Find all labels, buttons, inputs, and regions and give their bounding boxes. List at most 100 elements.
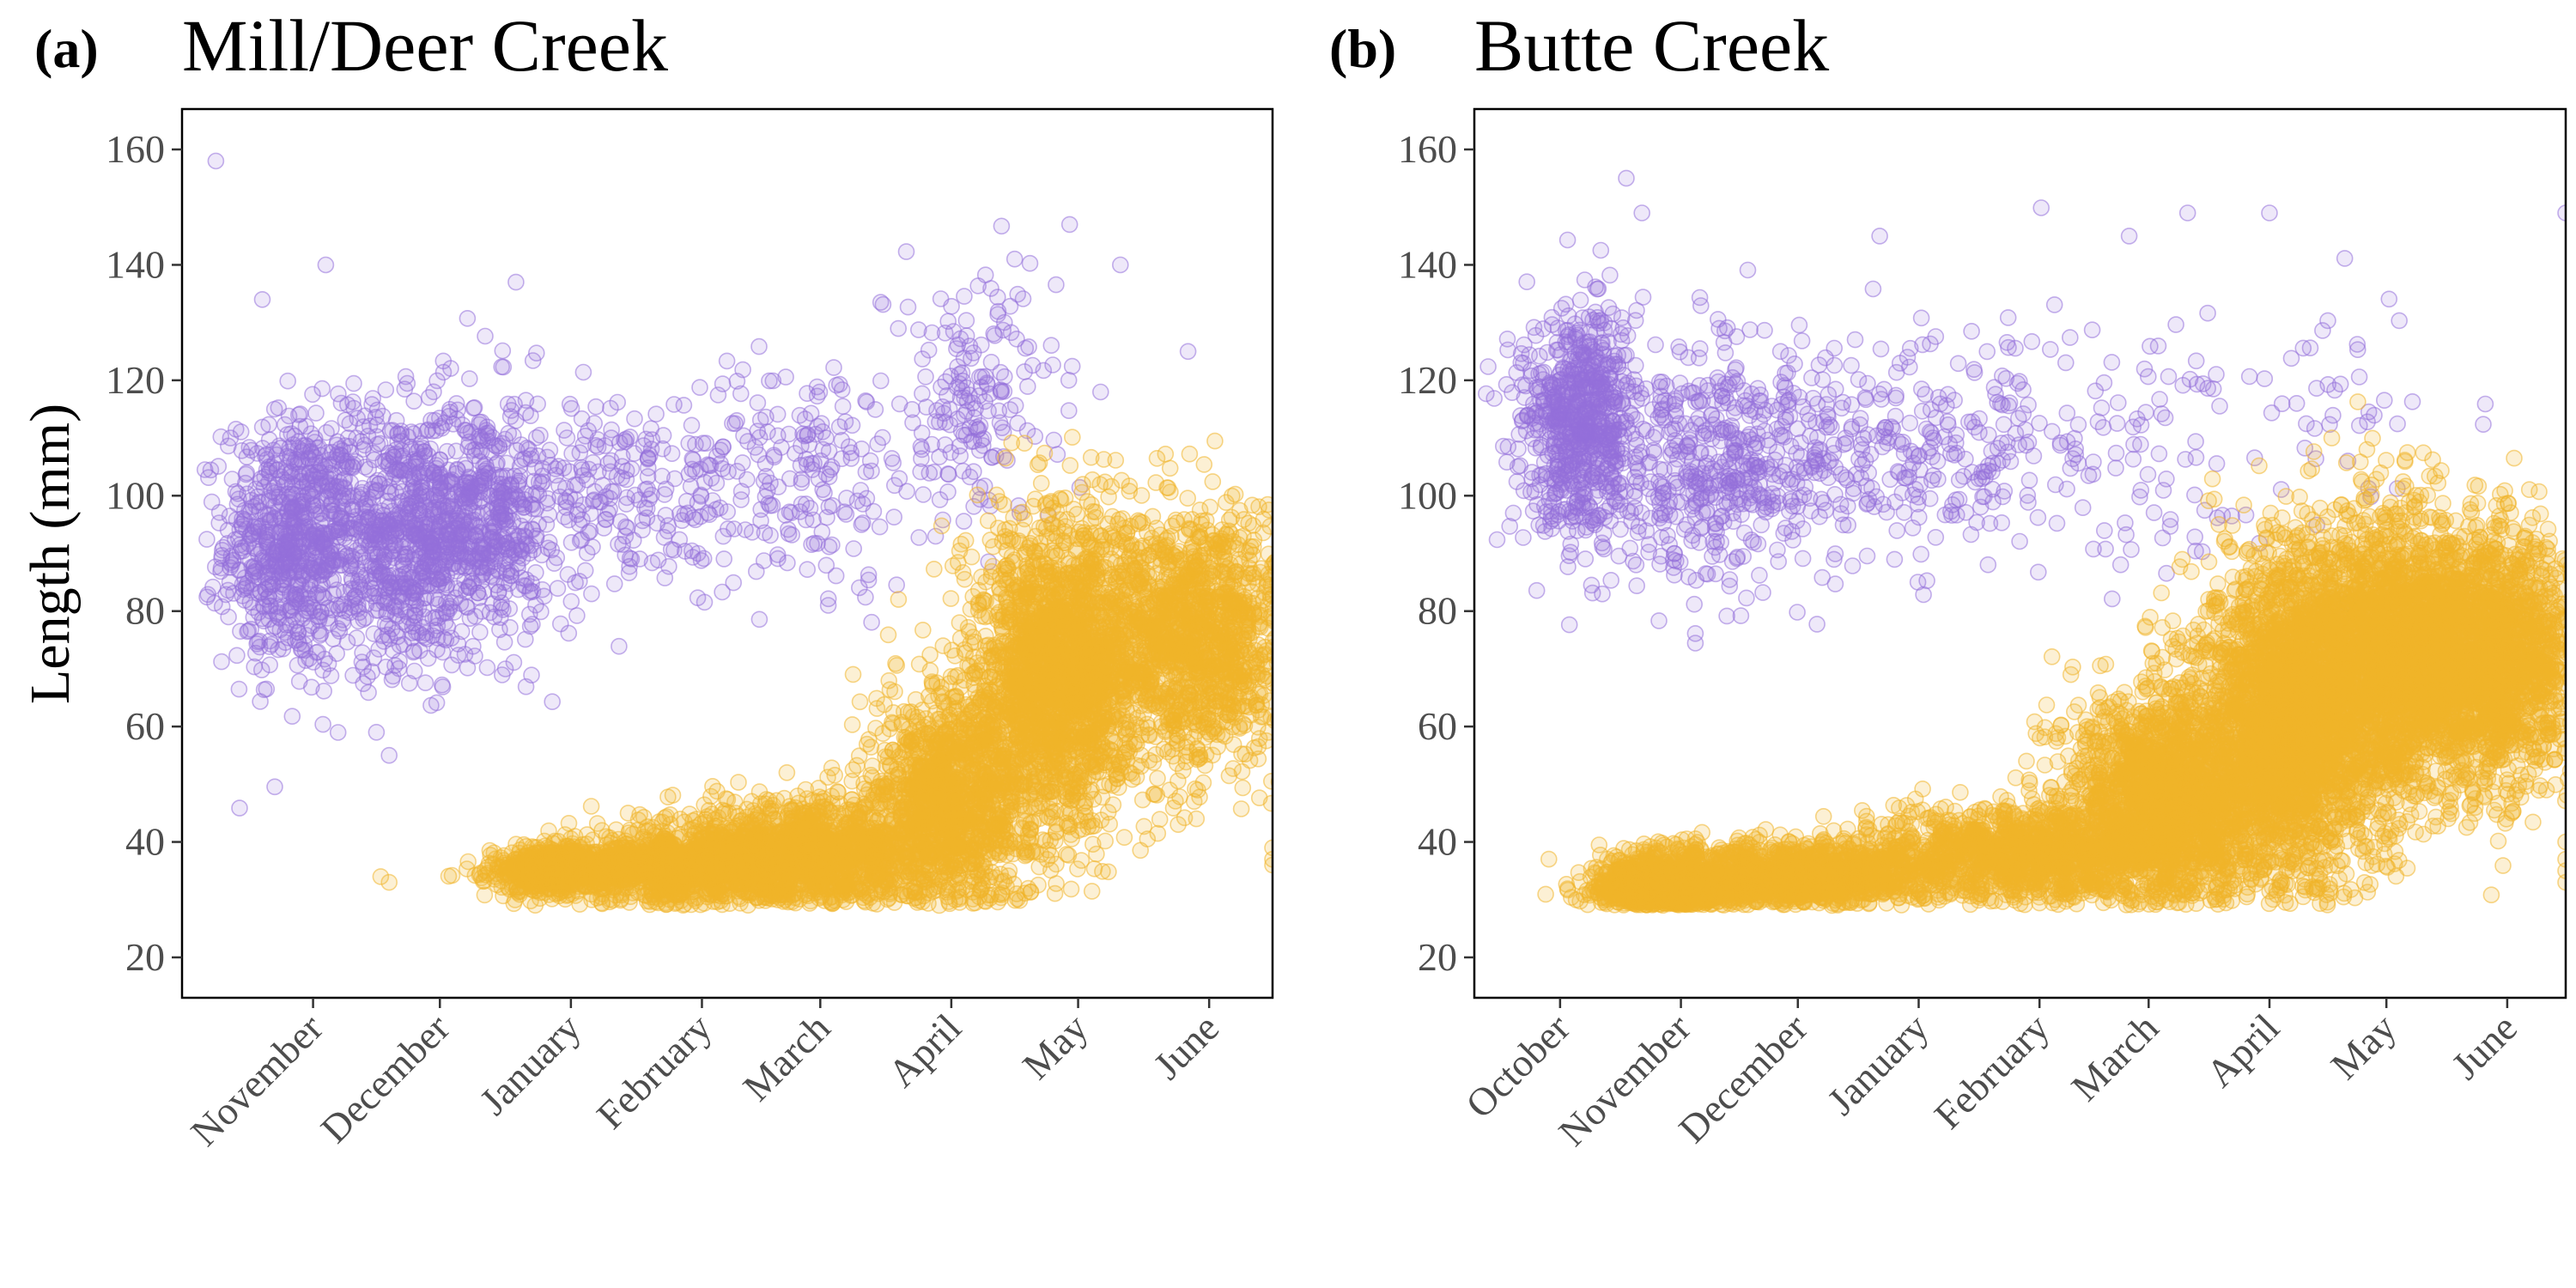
data-point	[897, 243, 915, 260]
data-point	[459, 424, 477, 442]
data-point	[639, 872, 657, 890]
data-point	[302, 425, 320, 443]
data-point	[845, 540, 863, 557]
data-point	[956, 288, 973, 305]
data-point	[602, 399, 619, 417]
data-point	[400, 674, 418, 692]
data-point	[198, 531, 216, 548]
data-point	[368, 723, 386, 741]
data-point	[573, 531, 591, 549]
data-point	[951, 447, 969, 465]
data-point	[380, 483, 398, 501]
data-point	[993, 217, 1011, 235]
data-point	[346, 597, 364, 615]
data-point	[620, 564, 638, 581]
data-point	[527, 344, 545, 362]
data-point	[277, 617, 295, 634]
data-point	[494, 467, 511, 485]
data-point	[1045, 431, 1063, 449]
data-point	[329, 724, 347, 741]
data-point	[573, 410, 591, 428]
data-point	[634, 512, 652, 530]
data-point	[418, 523, 435, 541]
data-point	[732, 385, 750, 403]
data-points	[196, 152, 1273, 914]
data-point	[501, 567, 519, 585]
data-point	[955, 349, 973, 367]
data-point	[491, 621, 508, 639]
data-point	[374, 407, 392, 425]
data-point	[931, 491, 949, 508]
data-point	[750, 611, 769, 629]
data-point	[714, 583, 731, 601]
data-point	[311, 576, 329, 594]
data-point	[952, 422, 970, 440]
data-point	[885, 508, 902, 526]
data-point	[496, 660, 514, 677]
data-point	[699, 456, 717, 474]
data-point	[416, 674, 434, 692]
data-point	[819, 590, 837, 608]
data-point	[429, 570, 447, 588]
data-point	[617, 495, 635, 513]
data-point	[544, 693, 562, 711]
data-point	[387, 526, 405, 544]
data-point	[354, 644, 371, 662]
data-point	[574, 363, 592, 381]
data-point	[780, 425, 798, 443]
data-point	[459, 309, 477, 327]
data-point	[642, 486, 660, 504]
data-point	[854, 514, 872, 532]
data-point	[587, 436, 605, 454]
data-point	[802, 404, 820, 422]
data-point	[521, 617, 539, 635]
data-point	[524, 859, 542, 876]
data-point	[217, 586, 235, 604]
data-point	[561, 463, 579, 481]
data-point	[1060, 371, 1078, 389]
data-point	[912, 463, 929, 481]
data-point	[639, 449, 657, 467]
data-point	[380, 451, 398, 469]
data-point	[317, 256, 335, 274]
data-point	[863, 613, 880, 631]
data-point	[494, 342, 512, 360]
data-point	[501, 408, 519, 425]
data-point	[682, 477, 700, 495]
data-point	[432, 417, 449, 435]
data-point	[540, 533, 558, 551]
data-point	[490, 440, 508, 457]
data-point	[582, 798, 600, 815]
data-point	[242, 441, 260, 459]
data-point	[750, 428, 769, 447]
data-point	[290, 465, 307, 483]
data-point	[461, 610, 479, 628]
data-point	[783, 526, 801, 544]
data-point	[504, 427, 522, 445]
data-point	[330, 600, 348, 617]
data-point	[1019, 378, 1036, 395]
data-point	[447, 442, 465, 460]
data-point	[560, 873, 578, 890]
data-point	[335, 502, 353, 520]
data-point	[620, 824, 638, 841]
data-point	[860, 571, 878, 589]
data-point	[219, 437, 237, 455]
data-point	[456, 456, 474, 474]
data-point	[337, 411, 355, 429]
data-point	[660, 557, 677, 575]
data-point	[943, 297, 960, 315]
data-point	[1042, 337, 1060, 355]
data-point	[372, 526, 390, 544]
data-point	[639, 468, 657, 485]
data-point	[527, 500, 545, 518]
data-point	[833, 431, 851, 449]
data-point	[992, 383, 1010, 401]
data-point	[437, 631, 455, 649]
data-point	[989, 289, 1006, 306]
data-point	[260, 416, 277, 434]
data-point	[476, 886, 494, 904]
data-point	[1179, 343, 1197, 361]
data-point	[758, 482, 776, 500]
data-point	[495, 358, 513, 376]
